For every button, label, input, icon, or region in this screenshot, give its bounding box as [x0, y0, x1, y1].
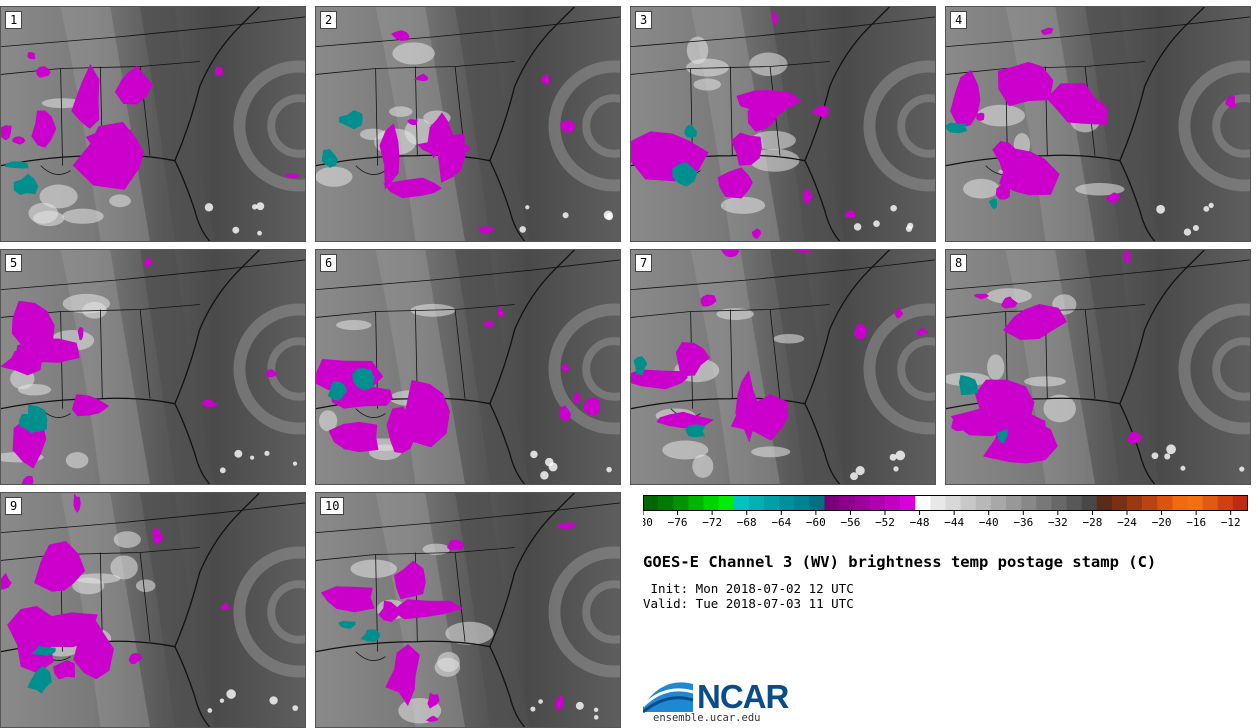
colorbar-tick-label: −28 [1082, 516, 1102, 529]
wv-map-6 [316, 250, 620, 484]
colorbar-tick-label: −12 [1221, 516, 1241, 529]
colorbar-swatch [1066, 495, 1082, 511]
stamp-member-7: 7 [630, 249, 936, 485]
colorbar-tick-label: −60 [806, 516, 826, 529]
colorbar-swatch [1172, 495, 1188, 511]
colorbar-swatch [900, 495, 916, 511]
stamp-member-4: 4 [945, 6, 1251, 242]
colorbar-swatch [809, 495, 825, 511]
colorbar-swatch [688, 495, 704, 511]
colorbar-tick-label: −80 [643, 516, 653, 529]
colorbar-swatch [869, 495, 886, 511]
logo-url: ensemble.ucar.edu [653, 712, 761, 724]
colorbar-swatch [1202, 495, 1219, 511]
colorbar-swatch [1187, 495, 1203, 511]
wv-map-2 [316, 7, 620, 241]
stamp-member-5: 5 [0, 249, 306, 485]
stamp-member-10: 10 [315, 492, 621, 728]
ncar-logo [643, 682, 694, 714]
colorbar-swatch [1021, 495, 1037, 511]
stamp-member-9: 9 [0, 492, 306, 728]
plot-title: GOES-E Channel 3 (WV) brightness temp po… [643, 553, 1157, 571]
colorbar-swatch [945, 495, 961, 511]
colorbar-tick-label: −68 [737, 516, 757, 529]
stamp-member-1: 1 [0, 6, 306, 242]
wv-map-5 [1, 250, 305, 484]
colorbar-swatch [885, 495, 901, 511]
member-number: 9 [5, 497, 23, 515]
colorbar-tick-label: −64 [771, 516, 791, 529]
colorbar-tick-label: −32 [1048, 516, 1068, 529]
colorbar-swatch [975, 495, 992, 511]
colorbar-tick-label: −48 [910, 516, 930, 529]
colorbar: −80 −76 −72 −68 −64 −60 −56 −52 −48 −44 −40 −36 −32 −… [643, 495, 1248, 529]
member-number: 3 [635, 11, 653, 29]
colorbar-swatch [1051, 495, 1067, 511]
colorbar-swatch [718, 495, 735, 511]
member-number: 4 [950, 11, 968, 29]
colorbar-swatch [733, 495, 750, 511]
colorbar-swatch [748, 495, 765, 511]
colorbar-swatch [824, 495, 840, 511]
wv-map-8 [946, 250, 1250, 484]
colorbar-swatch [1096, 495, 1113, 511]
valid-time: Valid: Tue 2018-07-03 11 UTC [643, 596, 854, 611]
colorbar-tick-label: −36 [1013, 516, 1033, 529]
stamp-member-6: 6 [315, 249, 621, 485]
colorbar-tick-label: −16 [1186, 516, 1206, 529]
wv-map-10 [316, 493, 620, 727]
colorbar-swatch [1036, 495, 1052, 511]
colorbar-swatch [1127, 495, 1143, 511]
colorbar-tick-label: −52 [875, 516, 895, 529]
colorbar-swatch [854, 495, 871, 511]
colorbar-tick-label: −76 [668, 516, 688, 529]
colorbar-swatch [1081, 495, 1098, 511]
colorbar-swatch [779, 495, 795, 511]
member-number: 7 [635, 254, 653, 272]
stamp-member-8: 8 [945, 249, 1251, 485]
colorbar-swatch [1111, 495, 1128, 511]
member-number: 6 [320, 254, 338, 272]
colorbar-swatch [794, 495, 810, 511]
stamp-member-2: 2 [315, 6, 621, 242]
colorbar-tick-label: −44 [944, 516, 964, 529]
stamp-member-3: 3 [630, 6, 936, 242]
colorbar-tick-label: −20 [1152, 516, 1172, 529]
member-number: 1 [5, 11, 23, 29]
wv-map-9 [1, 493, 305, 727]
wv-map-3 [631, 7, 935, 241]
logo-text: NCAR [697, 678, 789, 715]
colorbar-tick-label: −24 [1117, 516, 1137, 529]
wv-map-4 [946, 7, 1250, 241]
colorbar-swatch [643, 495, 659, 511]
colorbar-swatch [1217, 495, 1234, 511]
colorbar-tick-label: −56 [840, 516, 860, 529]
colorbar-swatch [1232, 495, 1248, 511]
colorbar-swatch [839, 495, 856, 511]
colorbar-swatch [703, 495, 719, 511]
colorbar-swatch [1157, 495, 1173, 511]
colorbar-swatch [990, 495, 1007, 511]
colorbar-swatch [930, 495, 946, 511]
colorbar-swatch [764, 495, 780, 511]
colorbar-tick-label: −40 [979, 516, 999, 529]
colorbar-swatch [658, 495, 674, 511]
colorbar-tick-label: −72 [702, 516, 722, 529]
wv-map-7 [631, 250, 935, 484]
init-time: Init: Mon 2018-07-02 12 UTC [643, 581, 854, 596]
member-number: 10 [320, 497, 345, 515]
member-number: 2 [320, 11, 338, 29]
colorbar-swatch [960, 495, 977, 511]
colorbar-swatch [673, 495, 689, 511]
member-number: 5 [5, 254, 23, 272]
colorbar-swatch [1006, 495, 1022, 511]
colorbar-swatch [915, 495, 931, 511]
colorbar-swatch [1142, 495, 1158, 511]
wv-map-1 [1, 7, 305, 241]
member-number: 8 [950, 254, 968, 272]
